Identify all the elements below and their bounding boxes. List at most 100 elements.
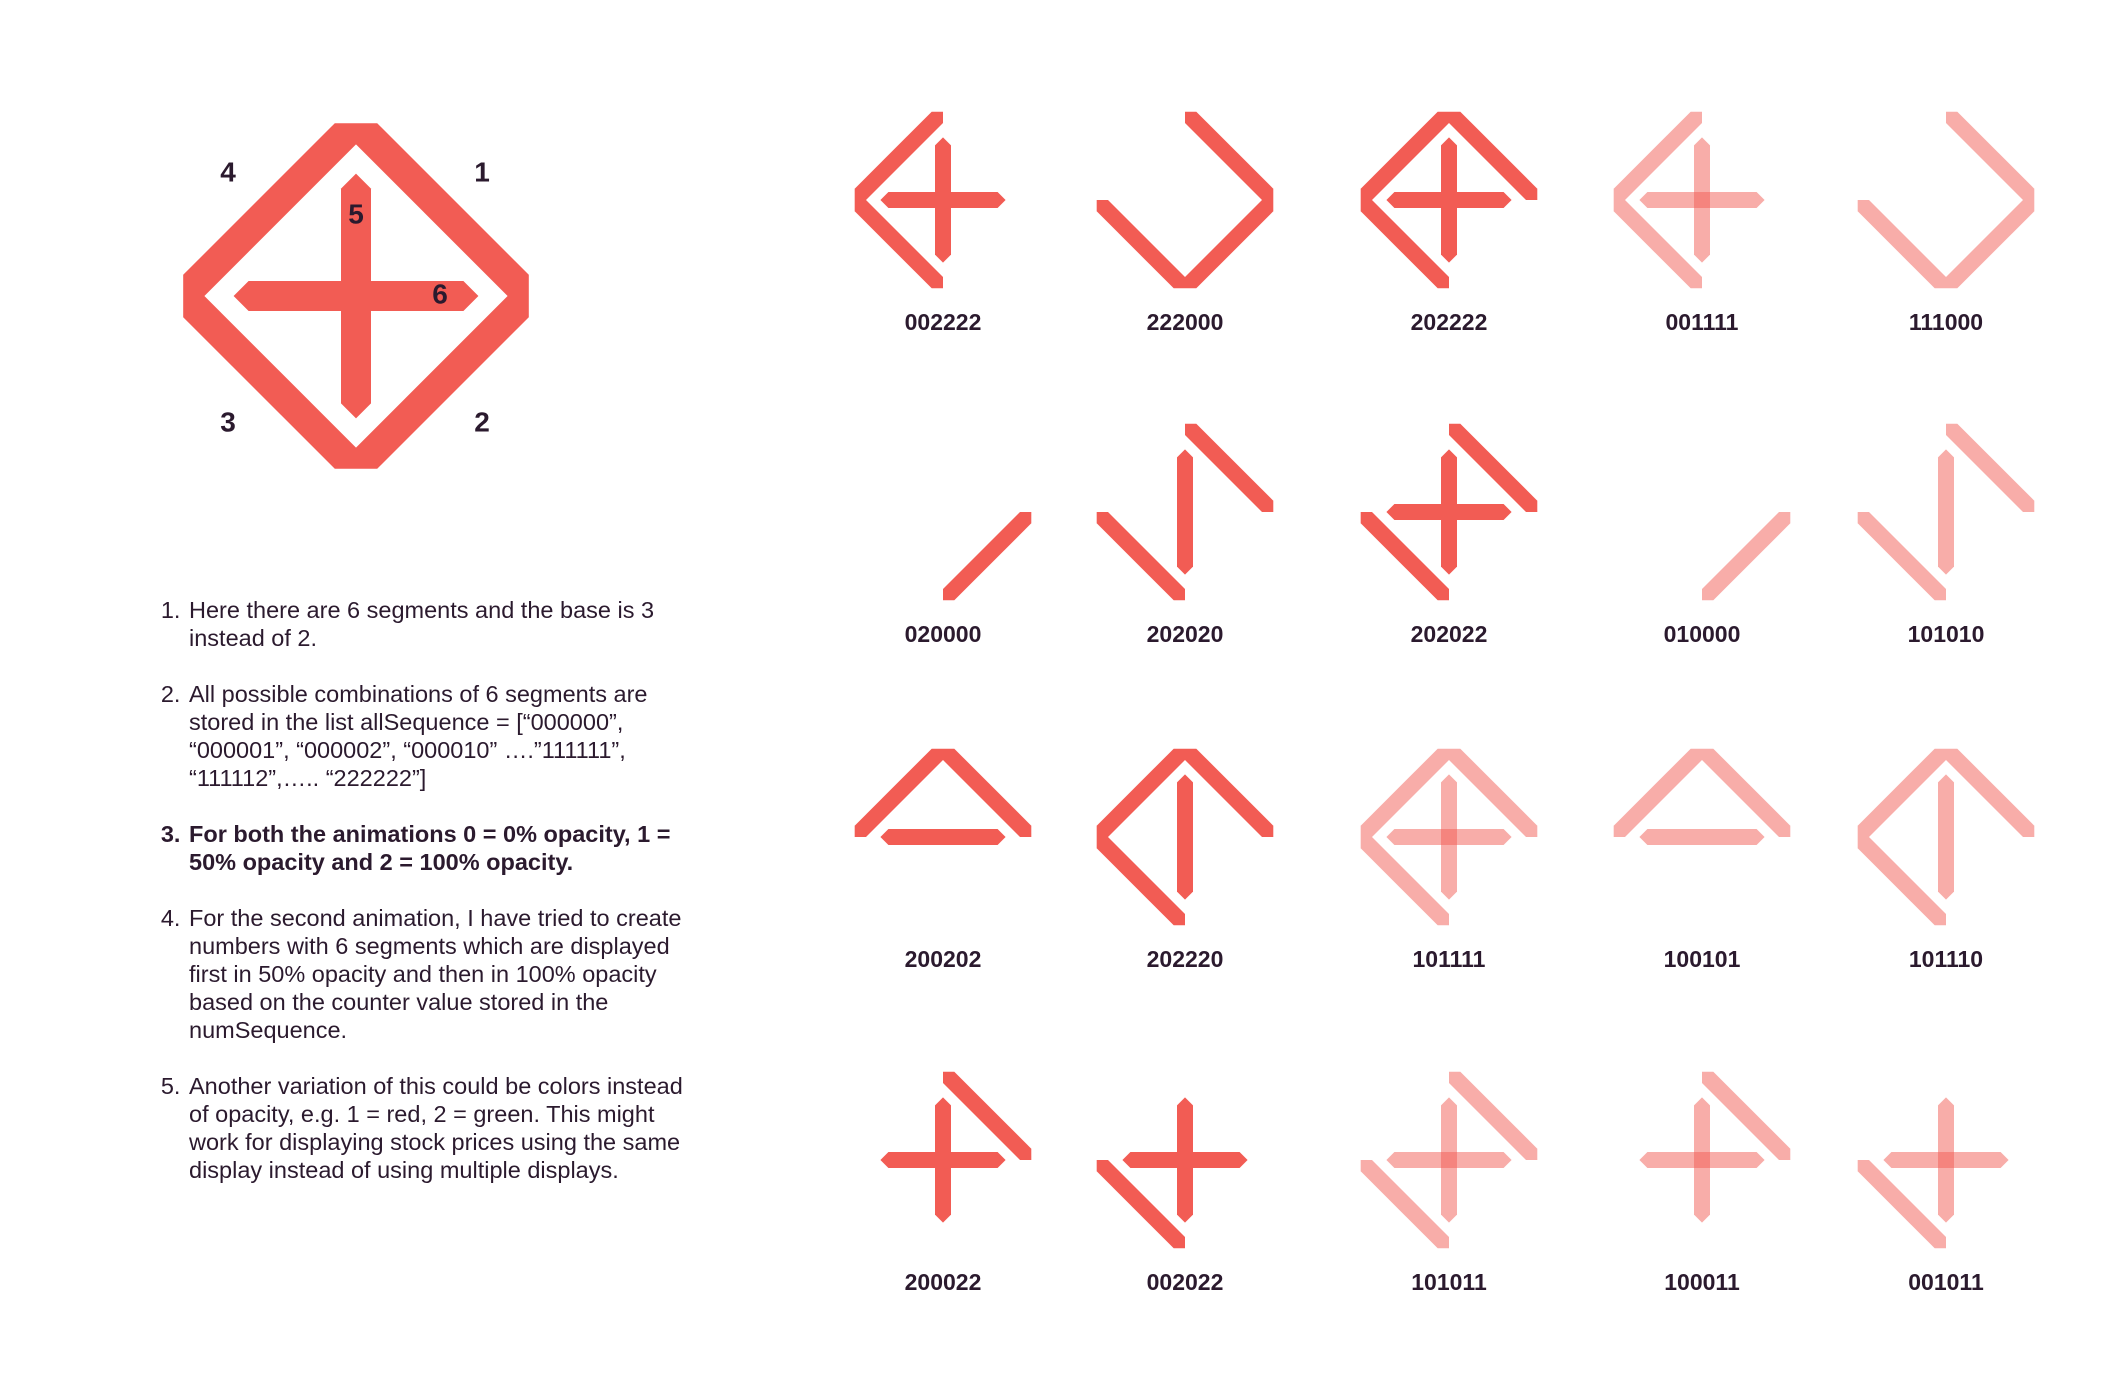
segment-6 (1639, 192, 1765, 208)
glyph-200202 (854, 748, 1032, 845)
notes-list: Here there are 6 segments and the base i… (160, 596, 707, 1212)
glyph-100101 (1613, 748, 1791, 845)
segment-3 (1857, 200, 1946, 289)
glyph-code-label: 111000 (1909, 309, 1983, 335)
glyph-code-label: 101010 (1908, 621, 1985, 647)
glyph-020000 (943, 512, 1032, 601)
note-2: All possible combinations of 6 segments … (187, 680, 707, 792)
segment-4 (1613, 111, 1702, 200)
segment-3 (1360, 1160, 1449, 1249)
key-segment-label-6: 6 (432, 278, 448, 309)
glyph-202220 (1096, 748, 1274, 926)
segment-3 (1096, 512, 1185, 601)
segment-2 (1946, 200, 2035, 289)
segment-4 (1360, 111, 1449, 200)
segment-1 (1702, 1071, 1791, 1160)
glyph-code-label: 101011 (1411, 1269, 1487, 1295)
glyph-code-label: 101111 (1413, 946, 1486, 972)
segment-3 (1613, 200, 1702, 289)
segment-1 (943, 748, 1032, 837)
segment-6 (1386, 1152, 1512, 1168)
note-1: Here there are 6 segments and the base i… (187, 596, 707, 652)
glyph-code-label: 222000 (1147, 309, 1224, 335)
segment-5 (1938, 774, 1954, 900)
segment-2 (356, 296, 529, 469)
segment-3 (1096, 837, 1185, 926)
glyph-code-label: 202220 (1147, 946, 1224, 972)
segment-3 (1360, 837, 1449, 926)
glyph-code-label: 200022 (905, 1269, 982, 1295)
segment-1 (1185, 423, 1274, 512)
segment-6 (880, 1152, 1006, 1168)
glyph-code-label: 202020 (1147, 621, 1224, 647)
segment-3 (1096, 200, 1185, 289)
glyph-101110 (1857, 748, 2035, 926)
segment-6 (1386, 192, 1512, 208)
glyph-101111 (1360, 748, 1538, 926)
glyph-010000 (1702, 512, 1791, 601)
segment-1 (1185, 748, 1274, 837)
glyph-code-label: 010000 (1664, 621, 1741, 647)
glyph-code-label: 100011 (1664, 1269, 1740, 1295)
note-4: For the second animation, I have tried t… (187, 904, 707, 1044)
segment-1 (356, 123, 529, 296)
glyph-code-label: 100101 (1664, 946, 1741, 972)
segment-1 (1449, 748, 1538, 837)
segment-6 (1639, 829, 1765, 845)
key-diagram: 1 2 3 4 5 6 (183, 123, 529, 469)
glyph-100011 (1639, 1071, 1791, 1223)
segment-4 (1096, 748, 1185, 837)
segment-1 (943, 1071, 1032, 1160)
segment-3 (1857, 1160, 1946, 1249)
segment-6 (880, 829, 1006, 845)
segment-3 (1360, 200, 1449, 289)
segment-6 (1386, 829, 1512, 845)
segment-4 (1857, 748, 1946, 837)
key-glyph (183, 123, 529, 469)
glyph-222000 (1096, 111, 1274, 289)
glyph-code-label: 001011 (1908, 1269, 1984, 1295)
glyph-code-label: 002022 (1147, 1269, 1224, 1295)
segment-6 (1639, 1152, 1765, 1168)
segment-4 (183, 123, 356, 296)
segment-2 (1702, 512, 1791, 601)
glyph-001111 (1613, 111, 1765, 289)
segment-4 (854, 111, 943, 200)
glyph-code-label: 200202 (905, 946, 982, 972)
segment-2 (943, 512, 1032, 601)
glyph-101010 (1857, 423, 2035, 601)
segment-3 (1360, 512, 1449, 601)
segment-5 (1177, 774, 1193, 900)
segment-3 (1857, 512, 1946, 601)
key-segment-label-1: 1 (474, 156, 490, 187)
segment-3 (183, 296, 356, 469)
segment-6 (1386, 504, 1512, 520)
segment-1 (1702, 748, 1791, 837)
glyph-code-label: 001111 (1666, 309, 1739, 335)
segment-6 (233, 281, 479, 311)
glyph-200022 (880, 1071, 1032, 1223)
note-3: For both the animations 0 = 0% opacity, … (187, 820, 707, 876)
segment-1 (1449, 111, 1538, 200)
segment-1 (1185, 111, 1274, 200)
glyph-002222 (854, 111, 1006, 289)
segment-1 (1449, 1071, 1538, 1160)
glyph-code-label: 202022 (1411, 621, 1488, 647)
segment-6 (880, 192, 1006, 208)
segment-4 (854, 748, 943, 837)
segment-1 (1946, 748, 2035, 837)
segment-1 (1449, 423, 1538, 512)
segment-4 (1613, 748, 1702, 837)
key-segment-label-5: 5 (348, 198, 364, 229)
glyph-202222 (1360, 111, 1538, 289)
glyph-001011 (1857, 1097, 2009, 1249)
glyph-202020 (1096, 423, 1274, 601)
segment-6 (1883, 1152, 2009, 1168)
segment-3 (1857, 837, 1946, 926)
key-segment-label-2: 2 (474, 406, 490, 437)
glyph-code-label: 101110 (1909, 946, 1983, 972)
segment-5 (1177, 449, 1193, 575)
glyph-111000 (1857, 111, 2035, 289)
key-segment-label-4: 4 (220, 156, 236, 187)
